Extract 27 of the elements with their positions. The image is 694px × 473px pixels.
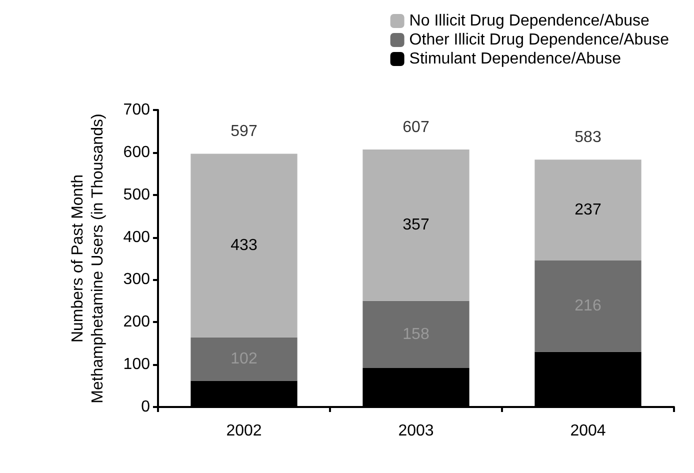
bar bbox=[534, 260, 642, 352]
total-label: 607 bbox=[402, 118, 430, 136]
total-label: 583 bbox=[574, 129, 602, 146]
y-tick-label: 400 bbox=[123, 228, 150, 246]
y-tick-label: 600 bbox=[123, 144, 150, 161]
y-axis-title: Numbers of Past Month Methamphetamine Users (in Thousands) bbox=[70, 114, 106, 404]
data-label: 237 bbox=[574, 201, 602, 218]
bar bbox=[190, 337, 298, 381]
bar bbox=[362, 149, 470, 301]
y-tick-label: 200 bbox=[123, 314, 150, 331]
x-tick-label: 2003 bbox=[398, 422, 434, 440]
bar bbox=[534, 160, 642, 260]
x-tick-label: 2004 bbox=[570, 422, 606, 440]
data-label: 357 bbox=[402, 216, 430, 234]
x-tick-label: 2002 bbox=[226, 422, 262, 440]
bar bbox=[362, 300, 470, 368]
y-tick-label: 700 bbox=[123, 102, 150, 118]
total-label: 597 bbox=[230, 123, 258, 140]
legend-label: No Illicit Drug Dependence/Abuse bbox=[409, 12, 650, 30]
bar bbox=[190, 154, 298, 338]
y-tick-label: 500 bbox=[123, 186, 150, 204]
data-label: 433 bbox=[230, 237, 258, 254]
y-tick-label: 100 bbox=[123, 356, 150, 374]
y-tick-label: 0 bbox=[141, 398, 150, 416]
legend-label: Other Illicit Drug Dependence/Abuse bbox=[409, 32, 670, 48]
legend-label: Stimulant Dependence/Abuse bbox=[409, 50, 622, 68]
y-tick-label: 300 bbox=[123, 271, 150, 288]
